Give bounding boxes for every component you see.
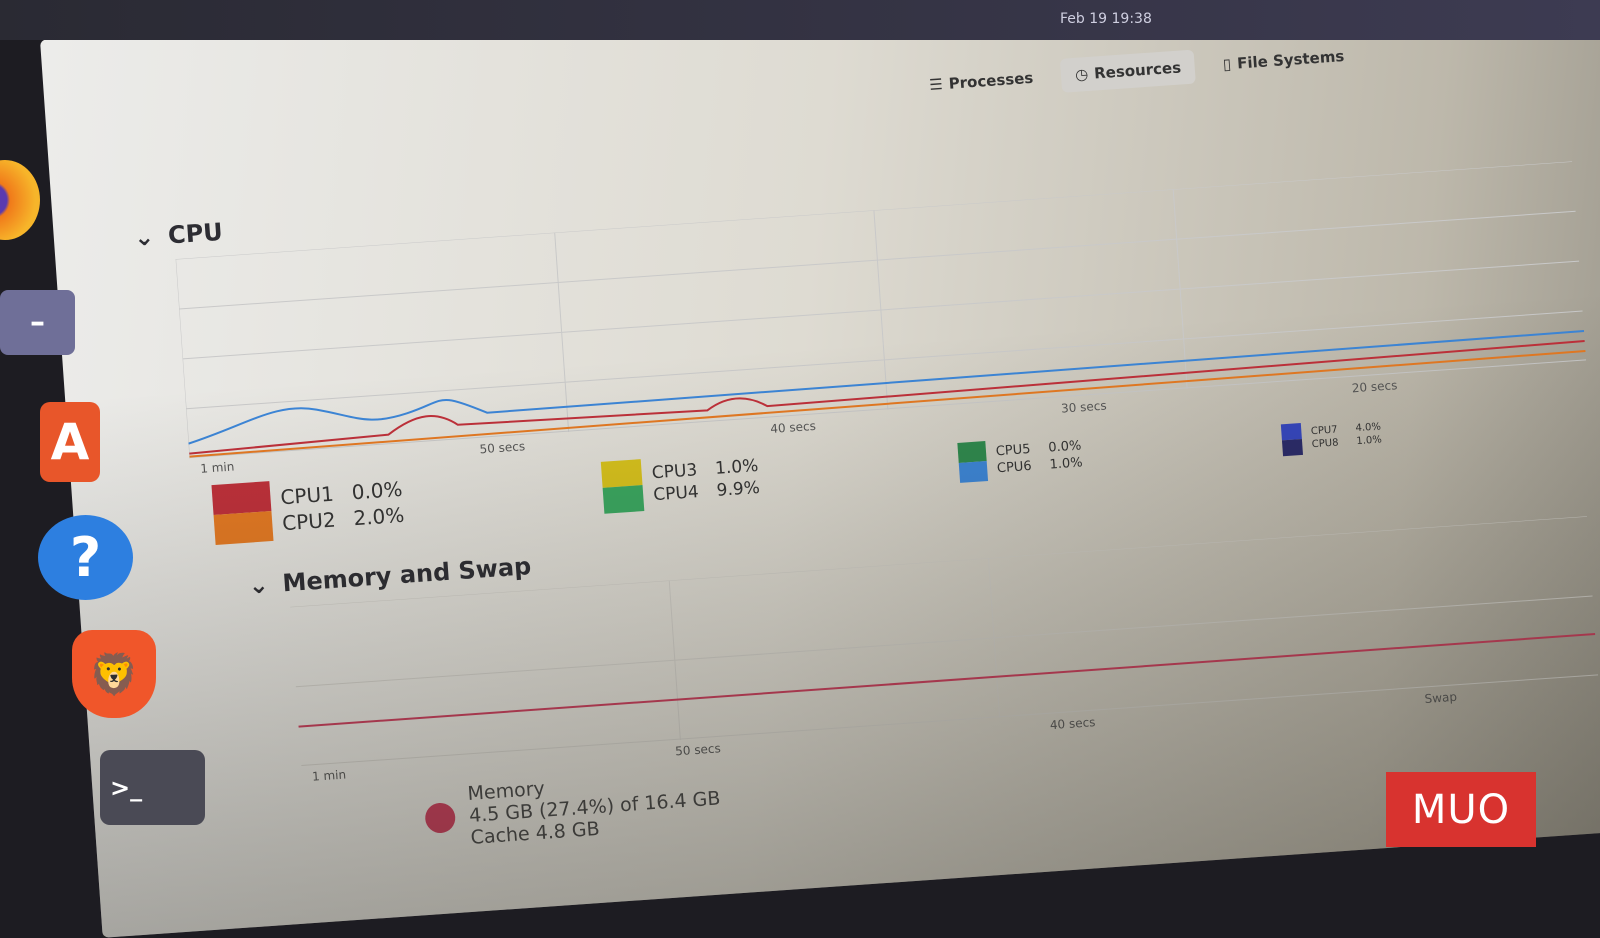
cpu-legend-group: CPU3 1.0% CPU4 9.9% <box>600 447 761 518</box>
cpu-label: CPU8 <box>1311 437 1339 451</box>
view-switcher: ☰ Processes ◷ Resources ▯ File Systems <box>914 38 1359 103</box>
cpu6-color-swatch[interactable] <box>958 461 988 483</box>
cpu-value: 0.0% <box>1047 438 1082 456</box>
cpu-line-cpu2 <box>189 349 1586 458</box>
tab-label: File Systems <box>1236 47 1345 73</box>
cpu-section: ⌄ CPU 1 min 50 secs 40 secs 30 secs 20 se… <box>133 124 1592 550</box>
axis-label: 20 secs <box>1351 378 1398 396</box>
cpu-legend-group: CPU1 0.0% CPU2 2.0% <box>211 472 405 545</box>
memory-section: ⌄ Memory and Swap 1 min 50 secs 40 secs S… <box>248 478 1600 863</box>
swap-label: Swap <box>1424 689 1458 707</box>
cpu-label: CPU6 <box>996 458 1033 477</box>
tab-processes[interactable]: ☰ Processes <box>914 60 1048 103</box>
cpu5-color-swatch[interactable] <box>957 441 987 463</box>
cpu-title: CPU <box>167 217 224 250</box>
memory-line <box>298 632 1596 728</box>
cpu-line-cpu1 <box>189 339 1585 455</box>
cpu1-color-swatch[interactable] <box>211 481 272 516</box>
axis-label: 1 min <box>311 767 347 784</box>
cpu4-color-swatch[interactable] <box>602 485 645 514</box>
cpu-graph <box>175 160 1587 459</box>
top-bar: Feb 19 19:38 <box>0 0 1600 40</box>
tab-resources[interactable]: ◷ Resources <box>1059 49 1197 93</box>
cpu-value: 1.0% <box>1049 455 1084 473</box>
axis-label: 50 secs <box>479 439 526 457</box>
cpu8-color-swatch[interactable] <box>1281 438 1303 457</box>
cpu-value: 0.0% <box>350 476 404 505</box>
list-icon: ☰ <box>928 75 944 95</box>
clock[interactable]: Feb 19 19:38 <box>1060 11 1152 27</box>
cpu7-color-swatch[interactable] <box>1280 423 1302 441</box>
axis-label: 30 secs <box>1060 398 1108 416</box>
files-icon[interactable]: – <box>0 290 75 355</box>
help-icon[interactable]: ? <box>38 515 133 600</box>
memory-graph <box>290 515 1599 767</box>
cpu-value: 1.0% <box>1356 434 1383 448</box>
chevron-down-icon[interactable]: ⌄ <box>247 570 270 600</box>
cpu-value: 9.9% <box>715 477 761 501</box>
tab-label: Resources <box>1093 58 1182 83</box>
cpu-label: CPU2 <box>281 507 337 536</box>
axis-label: 40 secs <box>769 418 817 436</box>
terminal-icon[interactable]: >_ <box>100 750 205 825</box>
disk-icon: ▯ <box>1222 54 1232 74</box>
axis-label: 1 min <box>199 459 235 476</box>
memory-pie-icon[interactable] <box>424 801 457 834</box>
watermark-text: MUO <box>1411 786 1511 833</box>
cpu-value: 2.0% <box>352 502 406 531</box>
system-monitor-window: ☰ Processes ◷ Resources ▯ File Systems ⌄ CPU… <box>40 0 1600 938</box>
cpu-value: 4.0% <box>1355 421 1382 435</box>
tab-file-systems[interactable]: ▯ File Systems <box>1208 38 1360 82</box>
cpu2-color-swatch[interactable] <box>213 511 274 545</box>
tab-label: Processes <box>948 68 1034 93</box>
dock: – A ? 🦁 >_ <box>0 140 205 900</box>
cpu-legend-group: CPU7 4.0% CPU8 1.0% <box>1279 403 1383 470</box>
cpu-legend-group: CPU5 0.0% CPU6 1.0% <box>956 424 1084 492</box>
cpu-label: CPU3 <box>651 460 698 484</box>
cpu-label: CPU1 <box>279 481 335 510</box>
cpu-label: CPU7 <box>1310 424 1338 438</box>
axis-label: 40 secs <box>1049 715 1096 733</box>
brave-icon[interactable]: 🦁 <box>72 630 156 718</box>
app-center-icon[interactable]: A <box>40 402 100 482</box>
cpu-value: 1.0% <box>714 455 759 479</box>
gauge-icon: ◷ <box>1074 64 1089 84</box>
memory-title: Memory and Swap <box>281 552 533 598</box>
cpu-label: CPU4 <box>652 482 700 506</box>
cpu3-color-swatch[interactable] <box>600 459 643 488</box>
watermark-logo: MUO <box>1386 772 1536 847</box>
firefox-icon[interactable] <box>0 160 40 240</box>
axis-label: 50 secs <box>674 741 722 759</box>
cpu-line-cpu6 <box>188 330 1585 445</box>
cpu-label: CPU5 <box>995 441 1031 460</box>
